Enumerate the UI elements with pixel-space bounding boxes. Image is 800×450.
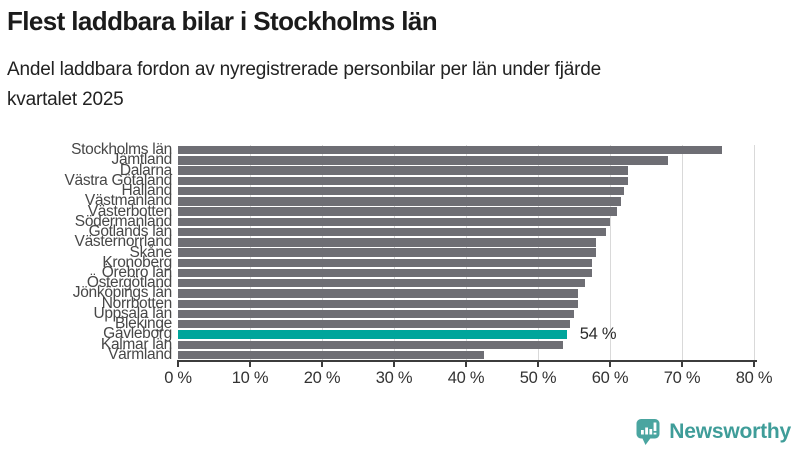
x-axis-tick-label: 10 % xyxy=(231,369,269,387)
bar xyxy=(178,279,585,288)
x-axis-tick xyxy=(537,362,539,367)
x-axis-tick-label: 60 % xyxy=(591,369,629,387)
bar xyxy=(178,268,592,278)
x-axis-line xyxy=(177,360,757,362)
bar xyxy=(178,186,625,196)
y-axis-label: Östergötland xyxy=(86,274,172,292)
gridline xyxy=(682,145,683,360)
x-axis-tick-label: 40 % xyxy=(447,369,485,387)
y-axis-label: Gävleborg xyxy=(103,325,172,343)
y-axis-label: Stockholms län xyxy=(71,141,172,159)
bar xyxy=(178,299,578,308)
bar xyxy=(178,176,628,186)
y-axis-label: Jönköpings län xyxy=(72,284,173,302)
x-axis-tick-label: 50 % xyxy=(519,369,557,387)
bar xyxy=(178,217,610,227)
y-axis-label: Skåne xyxy=(129,243,173,261)
bar xyxy=(178,289,578,298)
y-axis-label: Örebro län xyxy=(101,263,173,281)
x-axis-tick xyxy=(321,362,323,367)
newsworthy-logo-text: Newsworthy xyxy=(669,420,791,443)
x-axis-tick-label: 70 % xyxy=(663,369,701,387)
bar xyxy=(178,258,592,267)
y-axis-label: Kalmar län xyxy=(100,335,172,353)
newsworthy-logo-icon xyxy=(636,419,660,445)
y-axis-label: Uppsala län xyxy=(93,304,172,322)
y-axis-label: Västra Götaland xyxy=(64,171,172,189)
bar xyxy=(178,340,564,349)
bar xyxy=(178,320,571,329)
y-axis-label: Västerbotten xyxy=(87,202,173,220)
bar xyxy=(178,156,668,165)
gridline xyxy=(754,145,755,360)
bar xyxy=(178,207,618,216)
y-axis-labels: Stockholms län Jämtland Dalarna Västra Göta… xyxy=(0,141,173,363)
y-axis-label: Norrbotten xyxy=(101,294,173,312)
x-axis-tick xyxy=(681,362,683,367)
page-title: Flest laddbara bilar i Stockholms län xyxy=(7,6,438,36)
bar xyxy=(178,309,574,319)
y-axis-label: Halland xyxy=(121,182,173,200)
bar xyxy=(178,146,722,155)
bar xyxy=(178,227,607,237)
y-axis-label: Dalarna xyxy=(119,161,172,179)
bar xyxy=(178,350,484,360)
bar xyxy=(178,238,596,247)
value-annotation: 54 % xyxy=(579,324,617,343)
y-axis-label: Kronoberg xyxy=(102,253,172,271)
subtitle-line-2: kvartalet 2025 xyxy=(7,89,124,110)
gridline xyxy=(610,145,611,360)
y-axis-label: Jämtland xyxy=(111,151,173,169)
x-axis-tick-label: 0 % xyxy=(164,369,192,387)
subtitle-line-1: Andel laddbara fordon av nyregistrerade … xyxy=(7,59,601,80)
x-axis-tick xyxy=(249,362,251,367)
plot-area: 54 % xyxy=(178,145,757,360)
x-axis-tick-label: 20 % xyxy=(303,369,341,387)
bar xyxy=(178,330,567,339)
y-axis-label: Västernorrland xyxy=(74,233,173,251)
x-axis-tick-label: 30 % xyxy=(375,369,413,387)
x-axis-tick xyxy=(465,362,467,367)
x-axis-tick xyxy=(753,362,755,367)
bar xyxy=(178,166,628,175)
y-axis-label: Gotlands län xyxy=(88,223,173,241)
y-axis-label: Södermanland xyxy=(74,212,173,230)
y-axis-label: Västmanland xyxy=(84,192,172,210)
x-axis-tick xyxy=(609,362,611,367)
newsworthy-logo[interactable]: Newsworthy xyxy=(635,417,791,447)
y-axis-label: Blekinge xyxy=(114,315,172,333)
x-axis-tick-label: 80 % xyxy=(735,369,773,387)
y-axis-label: Värmland xyxy=(108,345,172,363)
x-axis-tick xyxy=(177,362,179,367)
page-subtitle: Andel laddbara fordon av nyregistrerade … xyxy=(7,55,793,115)
bar xyxy=(178,248,596,257)
bar xyxy=(178,197,621,206)
x-axis-tick xyxy=(393,362,395,367)
